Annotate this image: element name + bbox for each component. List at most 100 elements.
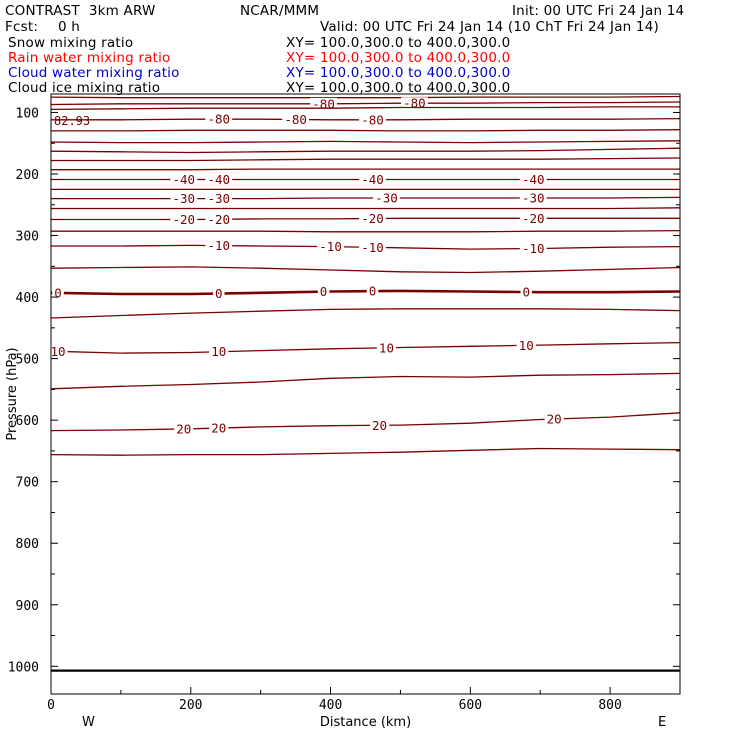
contour-label-bg: [359, 173, 386, 186]
contour-label-bg: [170, 192, 198, 205]
x-tick-label: 200: [179, 698, 202, 713]
contour-label: 20: [372, 418, 387, 433]
contour-line-5: [50, 308, 681, 319]
east-label: E: [658, 715, 666, 730]
contour-label: -80: [361, 112, 384, 127]
contour-label: -20: [361, 211, 384, 226]
contour-line-0: [50, 289, 681, 296]
field-name-rain: Rain water mixing ratio: [8, 50, 171, 66]
contour-label-bg: [366, 285, 379, 298]
y-tick-label: 400: [16, 291, 39, 306]
y-axis-label: Pressure (hPa): [5, 347, 20, 440]
contour-label: -10: [207, 238, 230, 253]
contour-line-20: [50, 412, 681, 432]
contour-label: -80: [312, 96, 335, 111]
contour-label: -20: [172, 212, 195, 227]
plot-title: CONTRAST 3km ARW: [5, 3, 156, 19]
corner-value-label: 82.93: [54, 114, 90, 128]
contour-label: 0: [215, 286, 223, 301]
contour-line--60: [50, 140, 681, 144]
forecast-label: Fcst:: [5, 19, 39, 35]
x-axis-label: Distance (km): [320, 715, 411, 730]
field-name-snow: Snow mixing ratio: [8, 35, 134, 51]
contour-label: -40: [172, 172, 195, 187]
contour-label: -80: [207, 112, 230, 127]
contour-label-bg: [373, 192, 400, 204]
contour-label-bg: [520, 286, 533, 299]
y-tick-label: 900: [16, 599, 39, 614]
valid-time: Valid: 00 UTC Fri 24 Jan 14 (10 ChT Fri …: [320, 19, 659, 35]
y-tick-label: 100: [16, 106, 39, 121]
contour-label-bg: [209, 422, 229, 435]
contour-line--15: [51, 229, 681, 233]
contour-label-bg: [205, 239, 233, 252]
contour-label: 0: [54, 285, 62, 300]
contour-label-bg: [359, 113, 386, 126]
center-label: NCAR/MMM: [240, 3, 320, 19]
y-tick-label: 1000: [8, 660, 39, 675]
contour-label-bg: [519, 212, 547, 225]
contour-label: -80: [284, 112, 307, 127]
contour-label-bg: [317, 240, 344, 253]
y-tick-label: 500: [16, 353, 39, 368]
contour-label-bg: [48, 345, 68, 358]
contour-label-bg: [359, 241, 386, 254]
field-xy-cloud-ice: XY= 100.0,300.0 to 400.0,300.0: [286, 80, 511, 96]
contour-line--55: [50, 147, 681, 154]
field-xy-rain: XY= 100.0,300.0 to 400.0,300.0: [286, 50, 511, 66]
y-tick-label: 700: [16, 476, 39, 491]
contour-line--65: [51, 129, 681, 132]
contour-label-bg: [401, 97, 428, 110]
contour-label-bg: [170, 173, 198, 186]
contour-label-bg: [205, 192, 233, 205]
west-label: W: [82, 715, 95, 730]
field-name-cloud-water: Cloud water mixing ratio: [8, 65, 180, 81]
contour-label: 10: [50, 344, 65, 359]
y-tick-label: 800: [16, 537, 39, 552]
contour-label-bg: [310, 97, 337, 110]
contour-line-25: [50, 447, 681, 456]
contour-label-bg: [52, 286, 64, 299]
contour-line--80: [50, 101, 681, 106]
field-xy-snow: XY= 100.0,300.0 to 400.0,300.0: [286, 35, 511, 51]
contour-label: -30: [172, 191, 195, 206]
contour-label: -10: [319, 239, 342, 254]
contour-label-bg: [516, 339, 536, 352]
contour-label: -40: [522, 172, 545, 187]
contour-label: 20: [547, 412, 562, 427]
contour-line--85: [50, 95, 681, 99]
contour-label: 10: [211, 344, 226, 359]
contour-label: 0: [320, 284, 328, 299]
contour-label-bg: [282, 113, 310, 126]
contour-label-bg: [519, 192, 547, 204]
contour-label-bg: [519, 242, 547, 255]
contour-label-bg: [205, 173, 233, 186]
contour-line--50: [51, 157, 681, 162]
contour-label-bg: [519, 173, 547, 186]
x-tick-label: 0: [47, 698, 55, 713]
contour-label-bg: [369, 419, 390, 432]
contour-label: -30: [375, 191, 398, 206]
contour-label-bg: [209, 345, 229, 358]
contour-label-bg: [170, 213, 198, 226]
contour-label: -30: [522, 191, 545, 206]
contour-label-bg: [317, 285, 330, 298]
x-tick-label: 600: [459, 698, 482, 713]
field-xy-cloud-water: XY= 100.0,300.0 to 400.0,300.0: [286, 65, 511, 81]
contour-line-10: [50, 341, 681, 354]
init-time: Init: 00 UTC Fri 24 Jan 14: [512, 3, 685, 19]
contour-label: -80: [403, 96, 426, 111]
contour-label: 20: [211, 421, 226, 436]
y-tick-label: 200: [16, 168, 39, 183]
contour-line--75: [50, 106, 680, 111]
plot-frame: [50, 93, 681, 695]
contour-label: 10: [519, 338, 534, 353]
contour-label: -20: [522, 211, 545, 226]
contour-label: -40: [207, 172, 230, 187]
x-tick-label: 400: [319, 698, 342, 713]
forecast-value: 0 h: [58, 19, 81, 35]
contour-label-bg: [212, 287, 225, 300]
contour-line-15: [50, 372, 681, 390]
contour-line--25: [51, 207, 681, 210]
